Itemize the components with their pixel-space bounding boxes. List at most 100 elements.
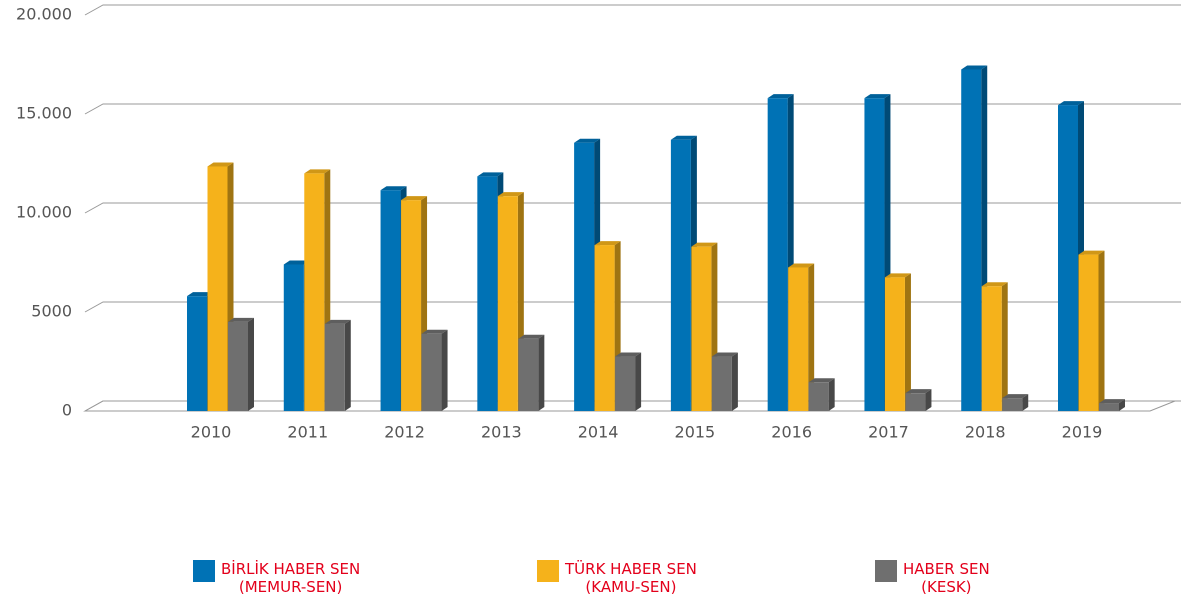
bar-front [401,200,422,411]
bar-side [904,273,911,411]
bar [981,282,1008,411]
legend-swatch [537,560,559,582]
bar-top [283,260,310,265]
bar-front [283,264,304,411]
bar-front [207,166,228,411]
bar-top [691,242,718,247]
bar-top [1058,101,1084,106]
bar-top [477,172,504,177]
bar-top [497,192,524,197]
bar-front [1058,105,1078,411]
bar-top [864,94,891,99]
bar-front [981,286,1002,411]
bar-front [304,173,325,411]
legend-swatch [193,560,215,582]
bar-top [981,282,1008,287]
bar [1078,250,1105,411]
bar-side [1119,399,1125,411]
bar [518,334,545,411]
bar-top [767,94,794,99]
x-tick-label: 2013 [481,423,522,442]
bar-top [905,389,932,394]
legend-item: TÜRK HABER SEN (KAMU-SEN) [537,560,697,596]
legend-label: HABER SEN (KESK) [903,560,990,596]
x-tick-label: 2015 [675,423,716,442]
bar [884,273,911,411]
bar-front [574,142,595,411]
x-tick-label: 2010 [191,423,232,442]
bar-front [670,139,691,412]
bar [788,263,815,411]
legend-swatch [875,560,897,582]
legend-item: BİRLİK HABER SEN (MEMUR-SEN) [193,560,360,596]
bar-side [1022,394,1029,411]
bar-top [421,329,448,334]
bar-front [864,98,885,411]
bar [615,352,642,411]
bar [905,389,932,411]
bar-top [788,263,815,268]
bar-front [228,321,248,411]
bar-top [228,317,254,322]
grid-line [84,301,1181,313]
x-tick-label: 2012 [384,423,425,442]
bar-front [767,98,788,411]
bar-front [1078,254,1099,411]
y-tick-label: 0 [62,401,72,420]
bar-front [477,176,498,411]
bar-top [670,135,697,140]
bar-top [518,334,545,339]
bar-side [925,389,932,411]
bar-side [441,329,448,411]
bar-side [1098,250,1105,411]
bar-top [1078,250,1105,255]
bar-front [808,382,829,411]
bar-side [344,319,351,411]
y-tick-label: 10.000 [16,203,72,222]
bar-top [615,352,642,357]
bar-side [538,334,545,411]
bar-top [1099,399,1125,404]
grid-line [84,4,1181,16]
bar [324,319,351,411]
bar-top [961,65,988,70]
bar [421,329,448,411]
bar-side [248,317,254,411]
bar-front [380,190,401,411]
bar-top [324,319,351,324]
bar-front [187,296,207,411]
bar-front [691,246,712,411]
bar-front [518,338,539,411]
bar-side [1001,282,1008,411]
bar-top [1002,394,1029,399]
x-tick-label: 2019 [1062,423,1103,442]
bar [1099,399,1125,411]
bar-front [615,356,636,411]
x-tick-label: 2017 [868,423,909,442]
bar-front [594,245,615,411]
x-tick-label: 2011 [287,423,328,442]
bar-top [808,378,835,383]
bar-top [711,352,738,357]
x-tick-label: 2018 [965,423,1006,442]
bar-top [187,292,213,297]
bar-top [207,162,234,167]
x-tick-label: 2014 [578,423,619,442]
bar-front [884,277,905,411]
bar-top [594,241,621,246]
bar [1002,394,1029,411]
bar-side [635,352,642,411]
bar-front [1099,403,1119,411]
bar-front [497,196,518,411]
y-tick-label: 15.000 [16,104,72,123]
legend-label: BİRLİK HABER SEN (MEMUR-SEN) [221,560,361,596]
legend-label: TÜRK HABER SEN (KAMU-SEN) [565,560,697,596]
bar-front [324,323,345,411]
legend-item: HABER SEN (KESK) [875,560,990,596]
bar [228,317,254,411]
grid-line [84,103,1181,115]
bar-top [884,273,911,278]
chart: 0 5000 10.000 15.000 20.000 2010 2011 2012 2013 2… [16,4,1181,442]
bar-front [905,393,926,411]
bar-front [1002,398,1023,411]
